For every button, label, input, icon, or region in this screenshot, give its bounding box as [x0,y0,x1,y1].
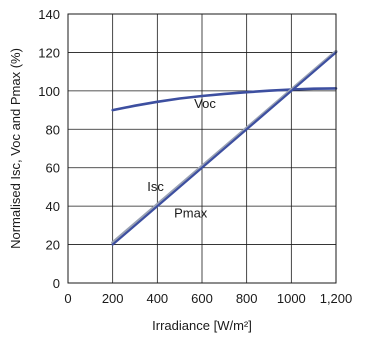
x-tick-label: 800 [236,291,258,306]
series-line-voc [111,87,338,112]
x-tick-label: 1,200 [320,291,353,306]
y-tick-label: 20 [46,238,60,253]
series-annotations: Voc Isc Pmax [147,96,216,221]
y-tick-label: 140 [38,7,60,22]
x-tick-label: 200 [102,291,124,306]
y-tick-label: 120 [38,45,60,60]
x-tick-label: 400 [146,291,168,306]
y-tick-label: 80 [46,122,60,137]
series-label-isc: Isc [147,179,164,194]
x-axis-label: Irradiance [W/m²] [152,318,252,333]
y-tick-label: 0 [53,276,60,291]
y-tick-label: 100 [38,84,60,99]
series-lines [111,49,338,246]
series-label-pmax: Pmax [174,206,208,221]
y-axis-ticks: 0 20 40 60 80 100 120 140 [38,7,60,291]
plot-frame [67,13,337,284]
grid [68,14,336,283]
series-label-voc: Voc [194,96,216,111]
x-tick-label: 1000 [277,291,306,306]
x-axis-ticks: 0 200 400 600 800 1000 1,200 [64,291,352,306]
y-tick-label: 40 [46,199,60,214]
y-tick-label: 60 [46,161,60,176]
x-tick-label: 0 [64,291,71,306]
series-line-pmax [111,51,338,246]
y-axis-label: Normalised Isc, Voc and Pmax (%) [8,48,23,249]
x-tick-label: 600 [191,291,213,306]
